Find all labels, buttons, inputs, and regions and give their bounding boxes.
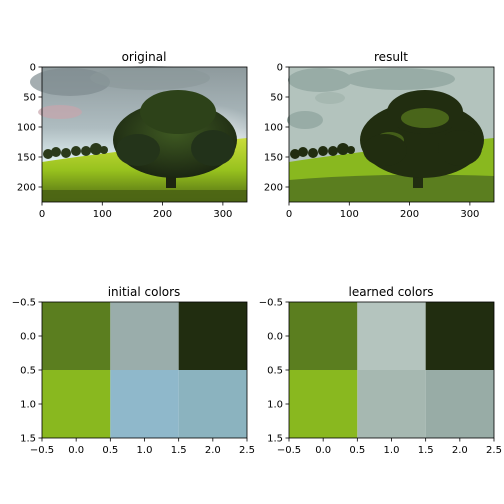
- x-tick-label: 0.0: [68, 445, 84, 456]
- color-cell: [357, 302, 426, 370]
- x-axis: 0 100 200 300: [286, 202, 479, 220]
- x-tick-label: 2.0: [452, 445, 468, 456]
- y-tick-label: 1.0: [267, 400, 283, 411]
- y-tick-label: 0.5: [267, 366, 283, 377]
- y-tick-label: −0.5: [259, 298, 283, 309]
- y-tick-label: 1.0: [20, 400, 36, 411]
- x-tick-label: −0.5: [277, 445, 301, 456]
- x-tick-label: 0.5: [102, 445, 118, 456]
- y-axis: 0 50 100 150 200: [17, 63, 42, 194]
- x-tick-label: 100: [340, 209, 359, 220]
- color-cell: [425, 370, 494, 438]
- x-tick-label: 0: [39, 209, 45, 220]
- axes-frame: [41, 66, 248, 203]
- y-axis: −0.5 0.0 0.5 1.0 1.5: [259, 298, 289, 445]
- panel-original: original 0 100 200 300 0 50 100 150 200: [17, 50, 248, 220]
- color-cell: [178, 370, 247, 438]
- color-cell: [289, 370, 358, 438]
- color-cell: [425, 302, 494, 370]
- panel-title: result: [374, 50, 408, 64]
- y-tick-label: 50: [270, 93, 283, 104]
- color-grid: [42, 302, 247, 438]
- y-tick-label: 0: [30, 63, 36, 74]
- x-tick-label: 0.5: [349, 445, 365, 456]
- y-tick-label: 100: [17, 123, 36, 134]
- photo-result: [287, 67, 494, 202]
- x-tick-label: 1.0: [137, 445, 153, 456]
- color-cell: [110, 302, 179, 370]
- x-tick-label: 300: [213, 209, 232, 220]
- x-axis: −0.5 0.0 0.5 1.0 1.5 2.0 2.5: [30, 438, 255, 456]
- x-tick-label: 1.5: [418, 445, 434, 456]
- x-tick-label: 2.0: [205, 445, 221, 456]
- panel-title: initial colors: [108, 285, 181, 299]
- x-tick-label: 2.5: [486, 445, 502, 456]
- x-tick-label: 200: [153, 209, 172, 220]
- color-cell: [42, 302, 111, 370]
- panel-title: learned colors: [348, 285, 433, 299]
- y-tick-label: 150: [17, 153, 36, 164]
- x-tick-label: 1.0: [384, 445, 400, 456]
- color-cell: [42, 370, 111, 438]
- x-tick-label: 1.5: [171, 445, 187, 456]
- color-cell: [110, 370, 179, 438]
- x-tick-label: 0: [286, 209, 292, 220]
- x-tick-label: −0.5: [30, 445, 54, 456]
- x-axis: −0.5 0.0 0.5 1.0 1.5 2.0 2.5: [277, 438, 502, 456]
- x-tick-label: 100: [93, 209, 112, 220]
- y-tick-label: 50: [23, 93, 36, 104]
- x-tick-label: 200: [400, 209, 419, 220]
- panel-initial-colors: initial colors −0.5 0.0 0.5 1.0 1.5 2.0 2.5 −0…: [12, 285, 255, 456]
- y-axis: 0 50 100 150 200: [264, 63, 289, 194]
- x-axis: 0 100 200 300: [39, 202, 232, 220]
- y-tick-label: 0.0: [20, 332, 36, 343]
- y-tick-label: 200: [264, 183, 283, 194]
- photo-original: [30, 66, 247, 202]
- x-tick-label: 0.0: [315, 445, 331, 456]
- x-tick-label: 2.5: [239, 445, 255, 456]
- axes-frame: [288, 66, 495, 203]
- y-tick-label: 1.5: [20, 434, 36, 445]
- y-tick-label: 1.5: [267, 434, 283, 445]
- panel-learned-colors: learned colors −0.5 0.0 0.5 1.0 1.5 2.0 2.5 −0…: [259, 285, 502, 456]
- panel-title: original: [122, 50, 167, 64]
- x-tick-label: 300: [460, 209, 479, 220]
- y-tick-label: 150: [264, 153, 283, 164]
- color-grid: [289, 302, 494, 438]
- y-tick-label: 100: [264, 123, 283, 134]
- color-cell: [289, 302, 358, 370]
- y-tick-label: 0: [277, 63, 283, 74]
- color-cell: [357, 370, 426, 438]
- y-tick-label: 200: [17, 183, 36, 194]
- y-axis: −0.5 0.0 0.5 1.0 1.5: [12, 298, 42, 445]
- color-cell: [178, 302, 247, 370]
- y-tick-label: 0.0: [267, 332, 283, 343]
- y-tick-label: −0.5: [12, 298, 36, 309]
- y-tick-label: 0.5: [20, 366, 36, 377]
